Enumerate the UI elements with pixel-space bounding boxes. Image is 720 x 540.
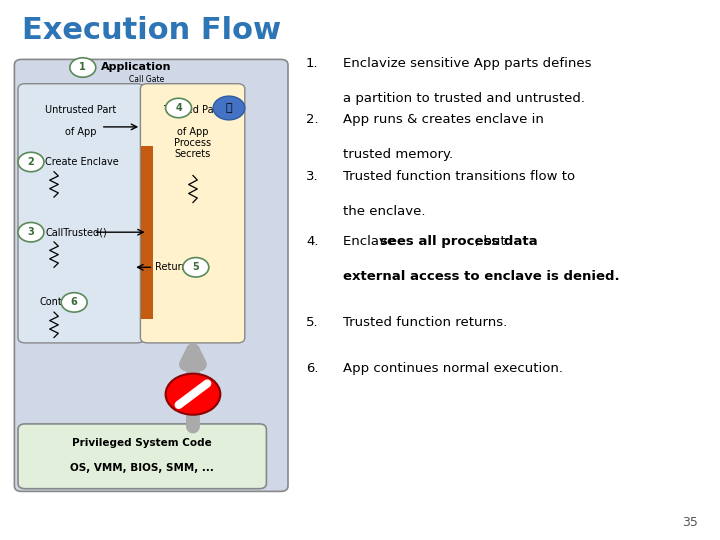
FancyBboxPatch shape	[18, 84, 144, 343]
FancyBboxPatch shape	[140, 84, 245, 343]
FancyBboxPatch shape	[18, 424, 266, 489]
Text: App continues normal execution.: App continues normal execution.	[343, 362, 564, 375]
Text: 6.: 6.	[306, 362, 318, 375]
Text: Enclave: Enclave	[343, 235, 400, 248]
Text: Call Gate: Call Gate	[130, 75, 164, 84]
Text: the enclave.: the enclave.	[343, 205, 426, 218]
Circle shape	[61, 293, 87, 312]
Text: Privileged System Code: Privileged System Code	[72, 438, 212, 448]
Circle shape	[18, 222, 44, 242]
Text: 2.: 2.	[306, 113, 319, 126]
Text: of App: of App	[66, 127, 96, 137]
Text: Untrusted Part: Untrusted Part	[45, 105, 117, 116]
Text: of App: of App	[177, 127, 208, 137]
Text: Enclavize sensitive App parts defines: Enclavize sensitive App parts defines	[343, 57, 592, 70]
Text: Process
Secrets: Process Secrets	[174, 138, 212, 159]
Text: Cont.: Cont.	[40, 298, 66, 307]
Text: 6: 6	[71, 298, 78, 307]
Text: 3: 3	[27, 227, 35, 237]
Text: 2: 2	[27, 157, 35, 167]
Text: Create Enclave: Create Enclave	[45, 157, 119, 167]
Text: CallTrusted(): CallTrusted()	[45, 227, 107, 237]
Circle shape	[70, 58, 96, 77]
Text: external access to enclave is denied.: external access to enclave is denied.	[343, 270, 620, 283]
Circle shape	[18, 152, 44, 172]
Text: Trusted Part: Trusted Part	[163, 105, 222, 116]
Circle shape	[166, 374, 220, 415]
Text: 5: 5	[192, 262, 199, 272]
Text: Application: Application	[101, 63, 171, 72]
Text: Trusted function returns.: Trusted function returns.	[343, 316, 508, 329]
Circle shape	[213, 96, 245, 120]
Text: 3.: 3.	[306, 170, 319, 183]
Text: Trusted function transitions flow to: Trusted function transitions flow to	[343, 170, 575, 183]
Text: 🔒: 🔒	[225, 103, 233, 113]
Text: 5.: 5.	[306, 316, 319, 329]
Text: 35: 35	[683, 516, 698, 529]
Text: trusted memory.: trusted memory.	[343, 148, 454, 161]
Text: 1: 1	[79, 63, 86, 72]
Circle shape	[183, 258, 209, 277]
Text: Return: Return	[155, 262, 187, 272]
Circle shape	[166, 98, 192, 118]
Text: 1.: 1.	[306, 57, 319, 70]
Text: sees all process data: sees all process data	[379, 235, 537, 248]
Text: App runs & creates enclave in: App runs & creates enclave in	[343, 113, 544, 126]
Bar	[141, 146, 153, 319]
Text: OS, VMM, BIOS, SMM, ...: OS, VMM, BIOS, SMM, ...	[71, 463, 214, 473]
Text: Execution Flow: Execution Flow	[22, 16, 281, 45]
Text: , but: , but	[475, 235, 505, 248]
Text: 4: 4	[175, 103, 182, 113]
FancyBboxPatch shape	[14, 59, 288, 491]
Text: 4.: 4.	[306, 235, 318, 248]
Text: a partition to trusted and untrusted.: a partition to trusted and untrusted.	[343, 92, 585, 105]
